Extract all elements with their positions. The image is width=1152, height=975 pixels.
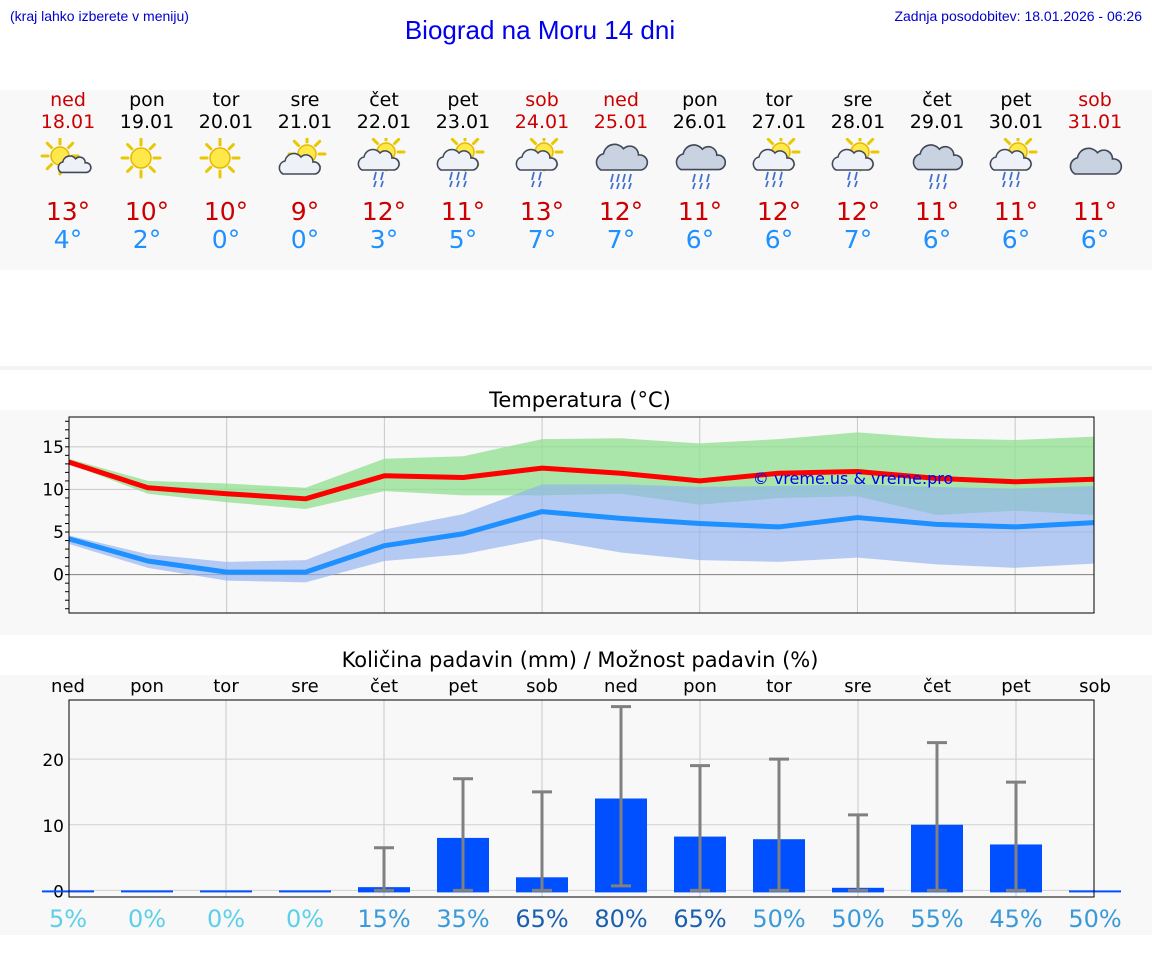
forecast-day: tor 20.01 [186, 89, 266, 133]
day-name: tor [212, 89, 240, 111]
forecast-day: pet 23.01 [423, 89, 503, 133]
temp-max: 11° [914, 197, 960, 226]
sun-icon [199, 138, 241, 179]
temp-min: 3° [369, 225, 399, 254]
temp-max: 9° [290, 197, 320, 226]
temp-min: 2° [132, 225, 162, 254]
day-date: 29.01 [909, 111, 965, 133]
forecast-day: čet 29.01 [897, 89, 977, 133]
day-date: 26.01 [672, 111, 728, 133]
separator-band [0, 366, 1152, 370]
sun-cloud-icon [40, 138, 92, 176]
forecast-band [0, 90, 1152, 270]
day-date: 28.01 [830, 111, 886, 133]
temp-max: 11° [1072, 197, 1118, 226]
day-name: sre [843, 89, 873, 111]
day-name: pon [129, 89, 165, 111]
temp-min: 6° [685, 225, 715, 254]
day-name: pet [1000, 89, 1032, 111]
forecast-day: sre 28.01 [818, 89, 898, 133]
cloud-rain-icon [912, 144, 964, 190]
day-name: tor [765, 89, 793, 111]
day-date: 25.01 [593, 111, 649, 133]
temp-min: 7° [606, 225, 636, 254]
day-name: pon [682, 89, 718, 111]
sun-cloud-light-rain-icon [515, 138, 564, 188]
precipitation-band [0, 675, 1152, 935]
cloud-heavy-rain-icon [595, 143, 649, 190]
day-name: sre [290, 89, 320, 111]
forecast-day: pet 30.01 [976, 89, 1056, 133]
temp-min: 4° [53, 225, 83, 254]
forecast-day: ned 18.01 [28, 89, 108, 133]
day-name: ned [50, 89, 86, 111]
temp-min: 6° [764, 225, 794, 254]
sun-behind-cloud-icon [278, 138, 327, 175]
day-name: sob [525, 89, 559, 111]
page-title: Biograd na Moru 14 dni [404, 15, 676, 45]
temp-min: 7° [527, 225, 557, 254]
cloud-icon [1069, 147, 1123, 175]
forecast-day: sob 24.01 [502, 89, 582, 133]
day-name: čet [922, 89, 952, 111]
forecast-day: čet 22.01 [344, 89, 424, 133]
day-date: 31.01 [1067, 111, 1123, 133]
day-date: 21.01 [277, 111, 333, 133]
forecast-day: ned 25.01 [581, 89, 661, 133]
day-name: sob [1078, 89, 1112, 111]
day-date: 19.01 [119, 111, 175, 133]
day-date: 24.01 [514, 111, 570, 133]
temp-min: 5° [448, 225, 478, 254]
temp-max: 12° [756, 197, 802, 226]
temp-max: 12° [598, 197, 644, 226]
day-date: 20.01 [198, 111, 254, 133]
sun-cloud-rain-icon [436, 138, 485, 188]
location-hint[interactable]: (kraj lahko izberete v meniju) [10, 8, 189, 24]
forecast-day: sob 31.01 [1055, 89, 1135, 133]
temp-max: 13° [45, 197, 91, 226]
temp-max: 11° [993, 197, 1039, 226]
temp-max: 10° [203, 197, 249, 226]
temp-max: 10° [124, 197, 170, 226]
precipitation-chart-title: Količina padavin (mm) / Možnost padavin … [341, 648, 819, 672]
temp-max: 13° [519, 197, 565, 226]
sun-cloud-light-rain-icon [357, 138, 406, 188]
day-name: čet [369, 89, 399, 111]
day-date: 22.01 [356, 111, 412, 133]
forecast-day: tor 27.01 [739, 89, 819, 133]
temp-min: 6° [922, 225, 952, 254]
day-name: pet [447, 89, 479, 111]
temp-min: 6° [1001, 225, 1031, 254]
sun-cloud-light-rain-icon [831, 138, 880, 188]
day-date: 27.01 [751, 111, 807, 133]
sun-icon [120, 138, 162, 179]
forecast-day: pon 26.01 [660, 89, 740, 133]
temp-min: 7° [843, 225, 873, 254]
forecast-day: sre 21.01 [265, 89, 345, 133]
day-name: ned [603, 89, 639, 111]
cloud-rain-icon [675, 144, 727, 190]
temperature-chart-title: Temperatura (°C) [489, 388, 671, 412]
temp-min: 6° [1080, 225, 1110, 254]
temp-max: 11° [440, 197, 486, 226]
temp-max: 12° [361, 197, 407, 226]
temperature-band [0, 410, 1152, 635]
sun-cloud-rain-icon [752, 138, 801, 188]
forecast-day: pon 19.01 [107, 89, 187, 133]
last-updated: Zadnja posodobitev: 18.01.2026 - 06:26 [894, 8, 1142, 24]
temp-min: 0° [290, 225, 320, 254]
day-date: 18.01 [40, 111, 96, 133]
temp-max: 11° [677, 197, 723, 226]
day-date: 30.01 [988, 111, 1044, 133]
temp-min: 0° [211, 225, 241, 254]
sun-cloud-rain-icon [989, 138, 1038, 188]
day-date: 23.01 [435, 111, 491, 133]
temp-max: 12° [835, 197, 881, 226]
